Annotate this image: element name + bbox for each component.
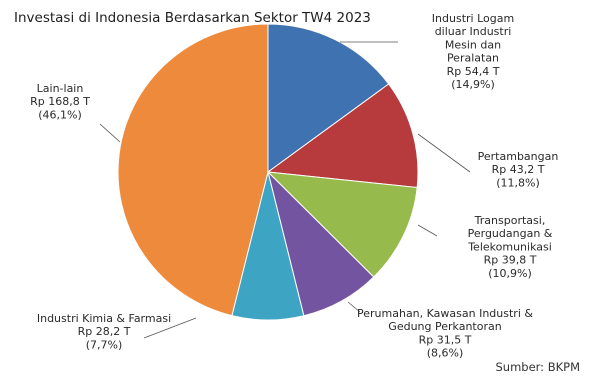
slice-percent-label: (10,9%) xyxy=(488,267,532,280)
pie-slice xyxy=(266,83,419,189)
slice-label: Transportasi,Pergudangan &Telekomunikasi… xyxy=(467,214,553,280)
pie-slice xyxy=(266,171,418,278)
leader-line xyxy=(417,224,438,237)
slice-value-label: Rp 31,5 T xyxy=(419,333,472,346)
pie-slice xyxy=(267,23,390,173)
slice-category-label: Peralatan xyxy=(447,52,499,65)
slice-percent-label: (8,6%) xyxy=(427,347,464,360)
slice-percent-label: (14,9%) xyxy=(451,78,495,91)
slice-value-label: Rp 168,8 T xyxy=(30,95,90,108)
slice-percent-label: (11,8%) xyxy=(496,176,540,189)
slice-value-label: Rp 43,2 T xyxy=(492,163,545,176)
slice-category-label: Industri Kimia & Farmasi xyxy=(37,312,171,325)
chart-source: Sumber: BKPM xyxy=(495,360,580,374)
chart-title: Investasi di Indonesia Berdasarkan Sekto… xyxy=(14,10,371,26)
slice-category-label: Industri Logam xyxy=(432,12,514,25)
pie-slice xyxy=(117,23,269,317)
slice-category-label: Perumahan, Kawasan Industri & xyxy=(357,307,533,320)
leader-line xyxy=(417,133,471,173)
slice-category-label: Transportasi, xyxy=(474,214,546,227)
leader-line xyxy=(143,317,197,339)
slice-category-label: Mesin dan xyxy=(445,38,501,51)
slice-category-label: Lain-lain xyxy=(37,82,84,95)
slice-category-label: Pergudangan & xyxy=(468,227,553,240)
slice-category-label: Gedung Perkantoran xyxy=(388,320,501,333)
slice-category-label: Pertambangan xyxy=(478,150,559,163)
slice-category-label: Telekomunikasi xyxy=(467,240,552,253)
slice-category-label: diluar Industri xyxy=(435,25,512,38)
slice-value-label: Rp 28,2 T xyxy=(78,325,131,338)
slice-percent-label: (46,1%) xyxy=(38,108,82,121)
leader-line xyxy=(347,301,361,313)
slice-label: Perumahan, Kawasan Industri &Gedung Perk… xyxy=(357,307,533,360)
leader-line xyxy=(99,123,121,143)
slice-percent-label: (7,7%) xyxy=(86,338,123,351)
slice-value-label: Rp 39,8 T xyxy=(484,254,537,267)
slice-value-label: Rp 54,4 T xyxy=(447,65,500,78)
